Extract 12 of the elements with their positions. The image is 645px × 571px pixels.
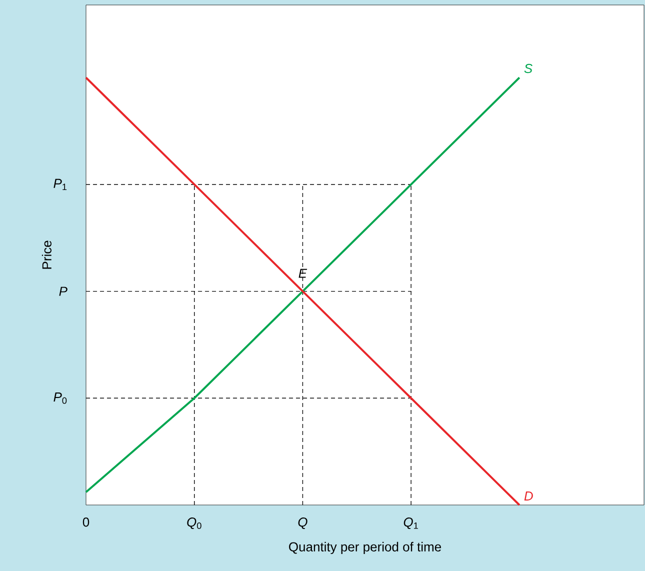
y-axis-title: Price — [42, 240, 52, 269]
ref-line-label: P$_{1}$ — [54, 178, 67, 190]
series-label: S — [524, 64, 532, 74]
x-axis-title: Quantity per period of time — [289, 542, 442, 554]
series-label: D — [524, 492, 533, 500]
ref-line-label: P — [59, 286, 68, 296]
x-tick-label: Q$_{0}$ — [187, 518, 202, 530]
ref-line-label: P$_{0}$ — [54, 392, 67, 404]
annotation: E — [298, 268, 308, 278]
x-tick-label: Q$_{1}$ — [404, 518, 418, 530]
x-tick-label: Q — [298, 518, 308, 530]
x-tick-label: 0 — [82, 518, 90, 527]
